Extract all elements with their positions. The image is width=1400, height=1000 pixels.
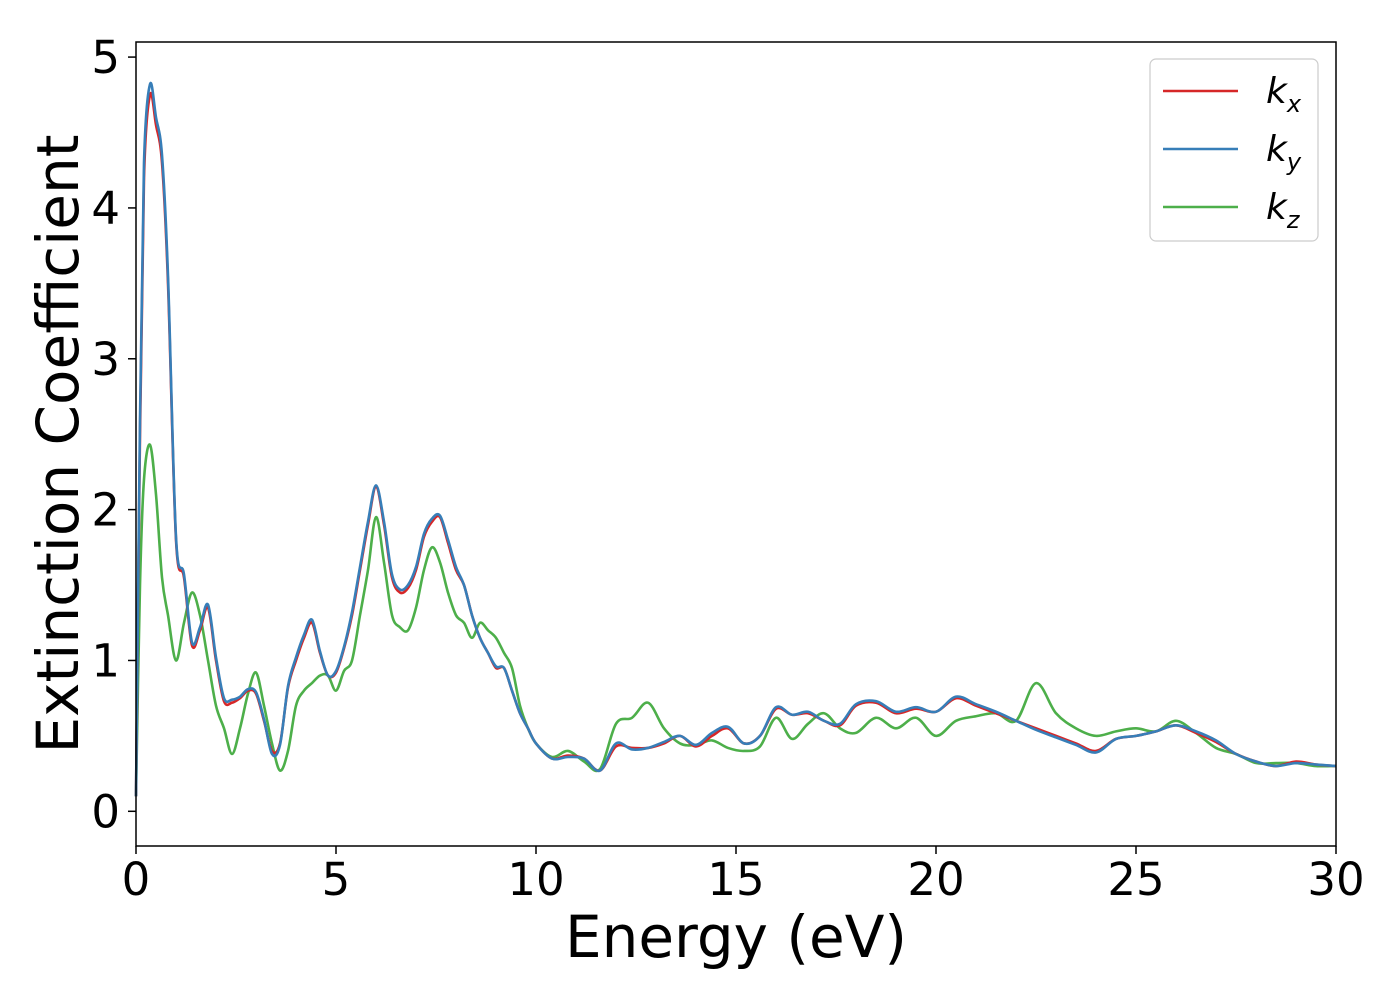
y-tick-label: 0 [91, 785, 120, 838]
x-tick-label: 5 [322, 853, 351, 906]
y-tick-label: 1 [91, 634, 120, 687]
x-tick-label: 30 [1307, 853, 1364, 906]
legend-label-k-z: kz [1266, 187, 1301, 234]
x-tick-label: 25 [1107, 853, 1164, 906]
series-layer [134, 81, 1337, 797]
x-tick-label: 20 [907, 853, 964, 906]
y-axis-ticks: 0 1 2 3 4 5 [91, 31, 136, 838]
y-axis-label: Extinction Coefficient [24, 135, 92, 754]
y-tick-label: 3 [91, 333, 120, 386]
legend-label-k-y: ky [1266, 129, 1302, 176]
x-axis-label: Energy (eV) [565, 903, 907, 971]
series-line-k-z [134, 443, 1337, 797]
x-tick-label: 10 [507, 853, 564, 906]
plot-area [136, 42, 1336, 846]
series-line-k-y [134, 81, 1337, 797]
x-tick-label: 15 [707, 853, 764, 906]
x-axis-ticks: 0 5 10 15 20 25 30 [122, 846, 1365, 906]
x-tick-label: 0 [122, 853, 151, 906]
legend-label-k-x: kx [1266, 71, 1302, 118]
y-tick-label: 4 [91, 182, 120, 235]
y-tick-label: 5 [91, 31, 120, 84]
legend: kx ky kz [1149, 58, 1319, 242]
y-tick-label: 2 [91, 484, 120, 537]
